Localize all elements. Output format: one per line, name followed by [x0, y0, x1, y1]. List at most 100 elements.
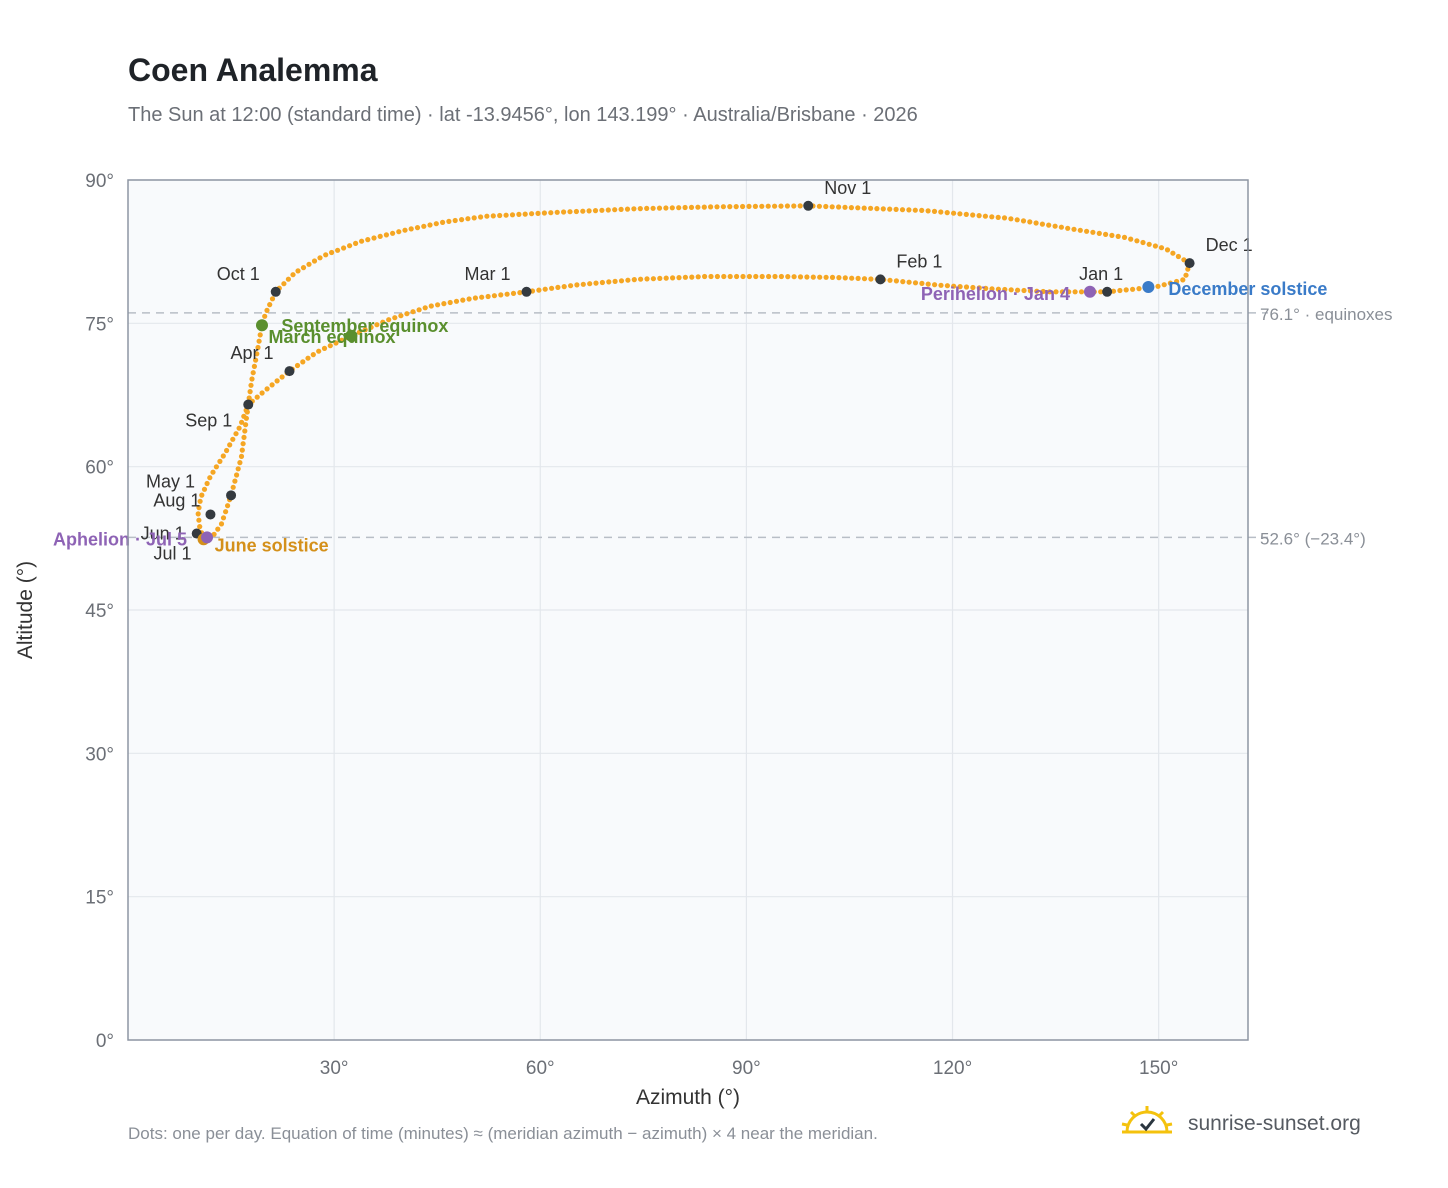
footnote: Dots: one per day. Equation of time (min… [128, 1124, 878, 1143]
event-marker [201, 531, 214, 544]
daily-dot [625, 277, 631, 283]
daily-dot [239, 419, 245, 425]
daily-dot [823, 274, 829, 280]
daily-dot [766, 273, 772, 280]
daily-dot [893, 278, 900, 284]
daily-dot [1098, 289, 1104, 295]
daily-dot [561, 284, 567, 290]
daily-dot [536, 287, 542, 293]
daily-dot [211, 531, 217, 537]
daily-dot [1040, 288, 1046, 295]
daily-dot [300, 265, 307, 271]
daily-dot [239, 447, 245, 453]
daily-dot [727, 204, 733, 210]
daily-dot [791, 203, 797, 209]
daily-dot [404, 311, 410, 317]
brand[interactable]: sunrise-sunset.org [1120, 1104, 1361, 1143]
daily-dot [708, 273, 714, 280]
daily-dot [957, 284, 963, 290]
daily-dot [899, 207, 906, 213]
daily-dot [919, 280, 925, 286]
y-tick-label: 15° [85, 888, 114, 909]
event-label: March equinox [268, 327, 395, 347]
daily-dot [254, 351, 260, 357]
daily-dot [810, 274, 816, 280]
daily-dot [329, 249, 335, 256]
daily-dot [217, 458, 223, 464]
daily-dot [408, 226, 414, 232]
daily-dot [452, 217, 458, 224]
daily-dot [327, 343, 333, 349]
daily-dot [1058, 224, 1064, 230]
daily-dot [676, 205, 682, 211]
daily-dot [829, 204, 835, 210]
daily-dot [650, 205, 656, 211]
daily-dot [816, 203, 823, 209]
daily-dot [842, 275, 848, 281]
daily-dot [836, 275, 842, 281]
daily-dot [580, 208, 586, 214]
daily-dot [215, 526, 221, 532]
daily-dot [605, 207, 611, 213]
daily-dot [295, 268, 301, 274]
month-label: Mar 1 [465, 264, 511, 284]
daily-dot [1059, 289, 1065, 295]
daily-dot [230, 484, 236, 490]
daily-dot [893, 206, 899, 212]
reference-lines: 76.1° · equinoxes 52.6° (−23.4°) [128, 305, 1393, 548]
daily-dot [670, 275, 676, 281]
daily-dot [983, 285, 989, 291]
daily-dot [402, 227, 408, 233]
daily-dot [392, 315, 398, 321]
daily-dot [656, 205, 663, 211]
daily-dot [593, 280, 599, 286]
daily-dot [264, 307, 270, 313]
month-label: May 1 [146, 471, 195, 491]
daily-dot [256, 338, 262, 344]
daily-dot [765, 203, 771, 209]
daily-dot [1123, 287, 1129, 293]
daily-dot [422, 305, 428, 311]
x-tick-label: 90° [732, 1058, 761, 1079]
daily-dot [251, 363, 257, 369]
daily-dot [657, 275, 663, 281]
daily-dot [410, 309, 416, 315]
daily-dot [201, 486, 208, 492]
daily-dot [599, 207, 605, 213]
daily-dot [294, 362, 301, 369]
daily-dot [797, 274, 804, 280]
daily-dot [435, 302, 441, 308]
month-marker [270, 286, 281, 297]
daily-dot [196, 505, 202, 511]
daily-dot [374, 322, 380, 328]
daily-dot [580, 281, 586, 287]
daily-dot [396, 229, 402, 235]
daily-dot [586, 208, 592, 214]
daily-dot [753, 273, 759, 280]
daily-dot [944, 283, 951, 289]
daily-dot [592, 208, 599, 214]
daily-dot [341, 245, 347, 251]
daily-dot [740, 273, 746, 280]
daily-dot [390, 230, 396, 236]
daily-dot [516, 211, 522, 217]
daily-dot [380, 319, 386, 325]
daily-dot [778, 203, 784, 209]
daily-dot [235, 466, 241, 472]
daily-dot [970, 284, 976, 291]
daily-dot [218, 521, 225, 527]
daily-dot [714, 273, 721, 280]
daily-dot [1027, 219, 1033, 225]
daily-dot [708, 204, 714, 210]
daily-dot [213, 464, 219, 470]
daily-dot [356, 329, 362, 335]
daily-dot [517, 290, 523, 296]
daily-dot [353, 240, 359, 246]
daily-dot [466, 296, 472, 302]
daily-dot [932, 282, 938, 288]
daily-dot [267, 302, 273, 308]
daily-dot [1033, 220, 1039, 226]
daily-dot [791, 274, 797, 280]
month-marker [205, 509, 216, 520]
daily-dot [688, 204, 695, 210]
